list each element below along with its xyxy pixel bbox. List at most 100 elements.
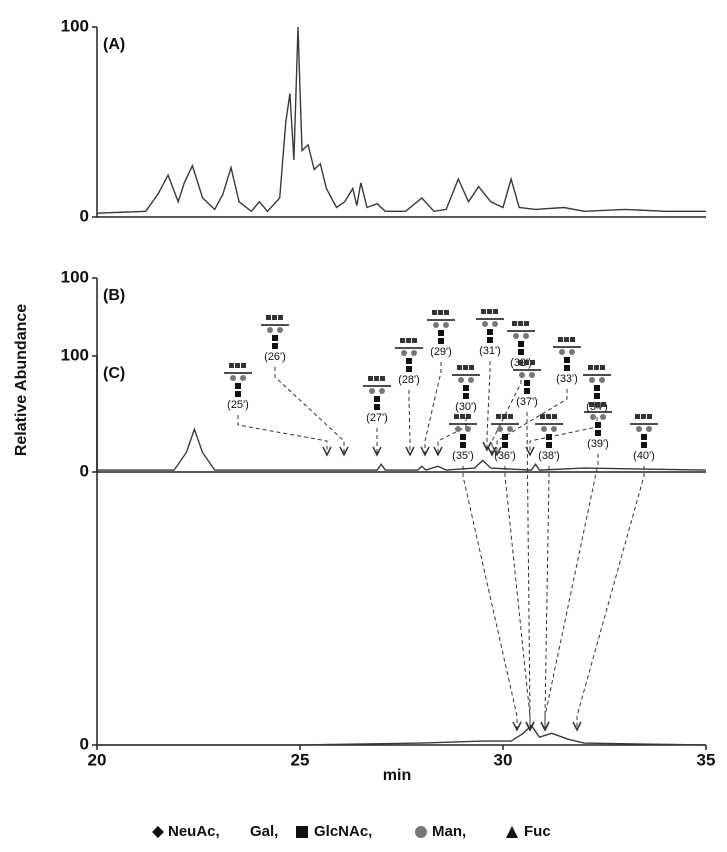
glycan-label: (33') <box>556 373 578 385</box>
glycan-unit <box>541 426 547 432</box>
arrow-head <box>339 446 349 457</box>
glycan-label: (30') <box>455 401 477 413</box>
glycan-unit <box>595 430 601 436</box>
trace <box>97 724 707 746</box>
glycan-unit <box>463 385 469 391</box>
glycan-icon <box>261 315 289 349</box>
glycan-unit <box>267 327 273 333</box>
glycan-unit <box>487 329 493 335</box>
glycan-icon <box>476 309 504 343</box>
glycan-unit <box>463 365 468 370</box>
glycan-unit <box>406 358 412 364</box>
y-tick-label: 0 <box>80 461 89 480</box>
glycan-unit <box>266 315 271 320</box>
glycan-unit <box>272 335 278 341</box>
legend-symbol <box>152 826 164 838</box>
arrow-head <box>540 721 550 732</box>
arrow <box>491 373 522 455</box>
glycan-unit <box>374 396 380 402</box>
glycan-unit <box>636 426 642 432</box>
glycan-unit <box>457 365 462 370</box>
glycan-unit <box>230 375 236 381</box>
panel-label: (A) <box>103 36 125 53</box>
arrow-head <box>482 441 492 452</box>
arrow <box>486 361 491 450</box>
glycan-unit <box>564 357 570 363</box>
arrow-head <box>420 446 430 457</box>
glycan-unit <box>524 388 530 394</box>
glycan-label: (25') <box>227 399 249 411</box>
trace <box>97 427 707 471</box>
arrow-head <box>322 446 332 457</box>
legend-label: GlcNAc, <box>314 823 372 840</box>
arrow-head <box>512 721 522 732</box>
glycan-unit <box>454 414 459 419</box>
glycan-unit <box>466 414 471 419</box>
glycan-unit <box>438 310 443 315</box>
legend-symbol <box>415 826 427 838</box>
glycan-unit <box>492 321 498 327</box>
arrow <box>424 362 442 455</box>
glycan-unit <box>595 402 600 407</box>
glycan-icon <box>513 360 541 394</box>
glycan-unit <box>540 414 545 419</box>
glycan-icon <box>449 414 477 448</box>
glycan-unit <box>600 414 606 420</box>
glycan-unit <box>432 310 437 315</box>
glycan-unit <box>641 414 646 419</box>
glycan-label: (31') <box>479 345 501 357</box>
glycan-unit <box>487 337 493 343</box>
legend: NeuAc, Gal, GlcNAc, Man, Fuc <box>152 823 551 840</box>
glycan-unit <box>368 376 373 381</box>
panel-label: (C) <box>103 365 125 382</box>
arrow <box>496 389 568 455</box>
glycan-unit <box>496 414 501 419</box>
glycan-unit <box>229 363 234 368</box>
glycan-unit <box>518 349 524 355</box>
arrow-head <box>372 446 382 457</box>
glycan-icon <box>363 376 391 410</box>
y-tick-label: 100 <box>61 16 89 35</box>
glycan-unit <box>518 360 523 365</box>
arrow <box>526 412 531 730</box>
glycan-unit <box>493 309 498 314</box>
glycan-unit <box>374 376 379 381</box>
glycan-icon <box>224 363 252 397</box>
y-tick-label: 0 <box>80 206 89 225</box>
x-tick-label: 20 <box>88 750 107 769</box>
y-tick-label: 100 <box>61 267 89 286</box>
glycan-unit <box>444 310 449 315</box>
glycan-icon <box>584 402 612 436</box>
glycan-icon <box>535 414 563 448</box>
x-tick-label: 35 <box>697 750 716 769</box>
glycan-unit <box>647 414 652 419</box>
glycan-icon <box>507 321 535 355</box>
glycan-label: (29') <box>430 346 452 358</box>
glycan-unit <box>460 434 466 440</box>
glycan-unit <box>460 414 465 419</box>
glycan-unit <box>379 388 385 394</box>
glycan-unit <box>600 365 605 370</box>
glycan-icon <box>491 414 519 448</box>
glycan-unit <box>469 365 474 370</box>
legend-symbol <box>231 826 243 838</box>
glycan-unit <box>546 434 552 440</box>
glycan-unit <box>412 338 417 343</box>
glycan-label: (40') <box>633 450 655 462</box>
glycan-unit <box>443 322 449 328</box>
glycan-unit <box>529 372 535 378</box>
glycan-unit <box>564 337 569 342</box>
glycan-unit <box>369 388 375 394</box>
glycan-unit <box>524 321 529 326</box>
glycan-unit <box>564 365 570 371</box>
glycan-unit <box>546 414 551 419</box>
x-tick-label: 30 <box>494 750 513 769</box>
glycan-label: (28') <box>398 374 420 386</box>
glycan-unit <box>523 333 529 339</box>
arrow <box>408 390 411 455</box>
glycan-unit <box>530 360 535 365</box>
glycan-unit <box>497 426 503 432</box>
glycan-unit <box>463 393 469 399</box>
glycan-unit <box>635 414 640 419</box>
glycan-unit <box>481 309 486 314</box>
